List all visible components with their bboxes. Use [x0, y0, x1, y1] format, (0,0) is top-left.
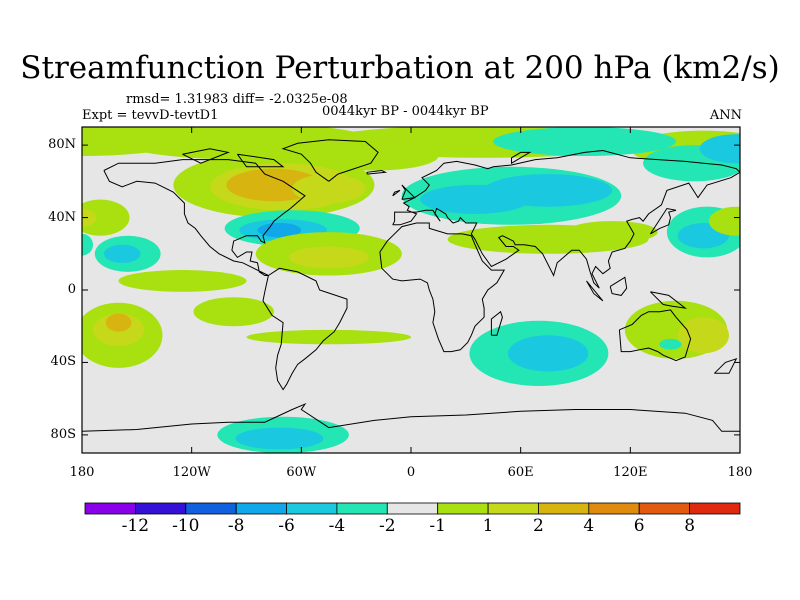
colorbar-label: -8 — [227, 516, 245, 536]
colorbar-bin — [84, 502, 136, 515]
x-tick-label: 0 — [406, 465, 416, 480]
colorbar-label: 6 — [633, 516, 645, 536]
coastlines — [82, 139, 740, 432]
contour-region — [82, 199, 130, 236]
contour-region — [118, 127, 375, 160]
colorbar-bin — [538, 502, 590, 515]
contour-region — [82, 208, 97, 227]
colorbar-label: -1 — [429, 516, 446, 536]
y-tick-label: 0 — [67, 282, 76, 297]
contour-region — [699, 134, 740, 164]
contour-region — [257, 223, 302, 238]
colorbar-bin — [638, 502, 691, 515]
contour-region — [484, 174, 613, 207]
contour-region — [288, 246, 369, 269]
contour-region — [493, 127, 676, 156]
contour-region — [235, 427, 324, 450]
colorbar-label: -6 — [278, 516, 295, 536]
contour-region — [103, 244, 141, 263]
x-tick-label: 180 — [727, 465, 753, 480]
colorbar-label: -12 — [121, 516, 150, 536]
colorbar-label: 2 — [533, 516, 544, 536]
colorbar-label: -4 — [328, 516, 346, 536]
x-tick-label: 180 — [69, 465, 95, 480]
coastline — [379, 222, 506, 353]
coastline — [103, 159, 306, 276]
plot-title: Streamfunction Perturbation at 200 hPa (… — [20, 50, 780, 86]
x-tick-label: 60W — [286, 465, 317, 480]
contour-region — [708, 206, 740, 236]
coastline — [649, 207, 677, 235]
coastline — [236, 153, 285, 168]
colorbar-bin — [487, 502, 539, 515]
period-label: 0044kyr BP - 0044kyr BP — [322, 104, 489, 119]
coastline — [490, 310, 503, 336]
contour-region — [507, 335, 589, 372]
coastline — [586, 280, 604, 302]
contour-region — [105, 313, 132, 332]
contour-region — [292, 174, 366, 204]
colorbar-label: 4 — [583, 516, 595, 536]
coastline — [392, 189, 401, 197]
colorbar-bin — [185, 502, 237, 515]
contour-region — [566, 221, 658, 243]
contour-fields — [82, 127, 740, 453]
contour-region — [118, 270, 247, 292]
coastline — [82, 402, 740, 432]
contour-region — [82, 233, 93, 256]
rmsd-diff-stats: rmsd= 1.31983 diff= -2.0325e-08 — [126, 92, 348, 107]
coastline — [262, 267, 348, 391]
contour-region — [246, 329, 412, 345]
coastline — [609, 276, 628, 296]
colorbar-bin — [437, 502, 489, 515]
x-tick-label: 120E — [613, 465, 648, 480]
colorbar-bin — [134, 502, 187, 515]
coastline — [281, 139, 379, 182]
axis-ticks — [81, 127, 741, 453]
colorbar-label: -2 — [379, 516, 396, 536]
coastline — [392, 149, 740, 289]
colorbar-bin — [336, 502, 388, 515]
colorbar-bin — [235, 502, 287, 515]
y-tick-label: 80N — [48, 137, 76, 153]
coastline — [401, 184, 416, 200]
colorbar-label: 8 — [684, 516, 696, 536]
y-tick-label: 40N — [48, 209, 76, 225]
colorbar-label: -10 — [172, 516, 200, 536]
colorbar-bin — [588, 502, 640, 515]
y-tick-label: 40S — [50, 354, 76, 370]
contour-region — [193, 297, 274, 327]
x-tick-label: 120W — [172, 465, 211, 480]
coastline — [618, 309, 692, 362]
coastline — [366, 169, 388, 175]
coastline — [714, 357, 738, 374]
y-tick-label: 80S — [50, 426, 76, 442]
experiment-label: Expt = tevvD-tevtD1 — [82, 108, 219, 123]
colorbar-label: 1 — [482, 516, 494, 536]
contour-region — [659, 338, 682, 350]
contour-region — [677, 317, 730, 354]
coastline — [511, 151, 532, 165]
x-tick-label: 60E — [507, 465, 534, 480]
coastline — [182, 148, 230, 164]
season-label: ANN — [709, 108, 742, 123]
colorbar-bin — [386, 502, 439, 515]
colorbar-bin — [689, 502, 741, 515]
coastline — [650, 291, 688, 309]
colorbar-bin — [286, 502, 338, 515]
colorbar — [84, 502, 741, 515]
